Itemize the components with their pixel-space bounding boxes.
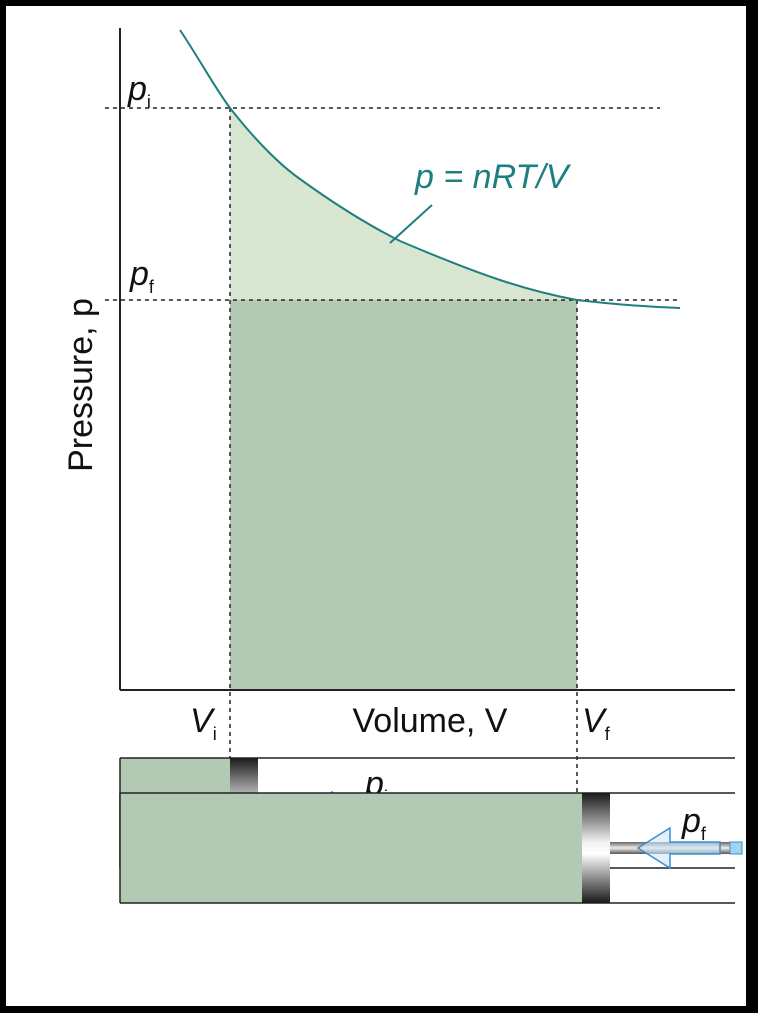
symbol: V <box>582 702 608 740</box>
subscript: i <box>213 724 217 744</box>
symbol: V <box>190 702 216 740</box>
p-final-label: pf <box>129 255 155 297</box>
p-initial-label: pi <box>127 70 151 112</box>
symbol: p <box>127 70 147 108</box>
isotherm <box>179 29 681 309</box>
curve-pointer <box>389 204 433 244</box>
guides <box>105 107 680 868</box>
symbol: p <box>681 802 701 840</box>
area-above <box>230 108 577 300</box>
curve-label: p = nRT/V <box>414 158 572 196</box>
symbol: p <box>129 255 149 293</box>
subscript: f <box>149 277 155 297</box>
subscript: f <box>605 724 611 744</box>
v-final-label: Vf <box>582 702 611 744</box>
piston-final-label: pf <box>681 802 707 844</box>
y-axis-label: Pressure, p <box>62 298 100 472</box>
cylinder-final <box>119 792 743 904</box>
x-axis-label: Volume, V <box>353 702 508 740</box>
v-initial-label: Vi <box>190 702 217 744</box>
work-area <box>230 300 577 690</box>
axes <box>119 28 735 691</box>
subscript: f <box>701 824 707 844</box>
subscript: i <box>147 92 151 112</box>
